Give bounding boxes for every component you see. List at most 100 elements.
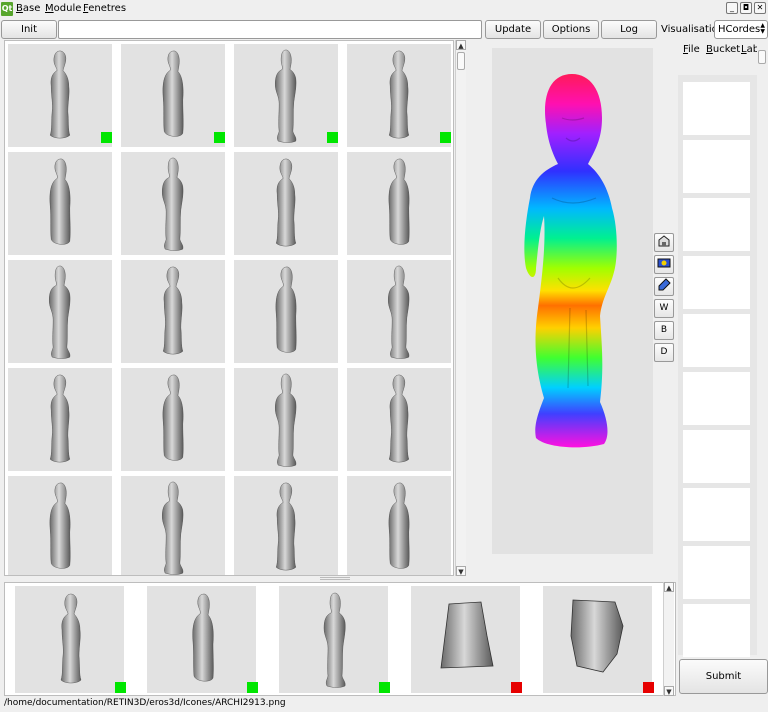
heatmap-statue-render (524, 74, 617, 448)
menu-base[interactable]: Base (16, 3, 41, 14)
thumbnail-cell[interactable] (234, 44, 338, 147)
brush-icon[interactable] (654, 277, 674, 296)
d-button[interactable]: D (654, 343, 674, 362)
statue-shape (162, 481, 184, 575)
statue-shape (162, 157, 184, 251)
statue-thumbnail (192, 593, 214, 682)
scroll-down-icon[interactable]: ▼ (456, 566, 466, 576)
log-button[interactable]: Log (601, 20, 657, 39)
splitter-handle[interactable] (320, 577, 350, 580)
w-button[interactable]: W (654, 299, 674, 318)
scroll-up-icon[interactable]: ▲ (456, 40, 466, 50)
label-slot[interactable] (683, 256, 750, 309)
statue-thumbnail (275, 266, 297, 353)
thumbnail-cell[interactable] (347, 476, 451, 575)
thumbnail-cell[interactable] (8, 476, 112, 575)
spin-arrows-icon: ▲ ▼ (760, 22, 765, 35)
visualisation-value: HCordes (718, 24, 761, 35)
b-button[interactable]: B (654, 321, 674, 340)
thumbnail-cell[interactable] (234, 152, 338, 255)
thumbnail-cell[interactable] (347, 260, 451, 363)
statue-thumbnail (162, 157, 184, 251)
right-scrollbar[interactable] (757, 40, 768, 656)
statue-shape (162, 374, 184, 461)
menu-file[interactable]: File (683, 44, 700, 55)
thumbnail-cell[interactable] (347, 152, 451, 255)
result-thumbnail[interactable] (543, 586, 664, 693)
path-input[interactable] (58, 20, 482, 39)
result-thumbnail[interactable] (279, 586, 400, 693)
init-button[interactable]: Init (1, 20, 57, 39)
statue-shape (275, 158, 297, 247)
thumbnail-cell[interactable] (8, 152, 112, 255)
statue-thumbnail (49, 374, 71, 463)
statue-shape (162, 266, 184, 355)
statue-thumbnail (49, 265, 71, 359)
statue-shape (388, 265, 410, 359)
cell-gap (126, 586, 136, 681)
close-button[interactable]: ✕ (754, 2, 766, 14)
statue-thumbnail (388, 50, 410, 139)
thumbnail-cell[interactable] (8, 260, 112, 363)
result-thumbnail[interactable] (15, 586, 136, 693)
thumbnail-cell[interactable] (121, 152, 225, 255)
thumbnail-cell[interactable] (234, 260, 338, 363)
menu-fenetres[interactable]: Fenetres (83, 3, 127, 14)
thumbnail-cell[interactable] (121, 44, 225, 147)
label-slot[interactable] (683, 430, 750, 483)
thumbnail-cell[interactable] (234, 476, 338, 575)
cell-gap (522, 586, 532, 681)
bottom-scrollbar[interactable]: ▲ ▼ (663, 582, 674, 696)
statue-thumbnail (388, 482, 410, 569)
status-flag (379, 682, 390, 693)
home-view-icon[interactable] (654, 233, 674, 252)
statue-shape (388, 374, 410, 463)
thumbnail-cell[interactable] (121, 476, 225, 575)
thumbnail-cell[interactable] (234, 368, 338, 471)
label-slot[interactable] (683, 546, 750, 599)
label-slot[interactable] (683, 372, 750, 425)
menu-bucket[interactable]: Bucket (706, 44, 741, 55)
thumbnail-cell[interactable] (121, 260, 225, 363)
label-slot[interactable] (683, 604, 750, 657)
cell-gap (390, 586, 400, 681)
right-scroll-handle[interactable] (758, 50, 766, 64)
thumbnail-cell[interactable] (347, 368, 451, 471)
grid-scrollbar[interactable]: ▲ ▼ (455, 40, 466, 576)
statue-thumbnail (275, 158, 297, 247)
options-button[interactable]: Options (543, 20, 599, 39)
statue-shape (323, 592, 346, 688)
screenshot-icon[interactable] (654, 255, 674, 274)
restore-button[interactable]: ◘ (740, 2, 752, 14)
statue-shape (388, 158, 410, 245)
bottom-scroll-up-icon[interactable]: ▲ (664, 582, 674, 592)
thumbnail-cell[interactable] (347, 44, 451, 147)
label-slot[interactable] (683, 82, 750, 135)
status-flag (101, 132, 112, 143)
result-thumbnail[interactable] (147, 586, 268, 693)
scroll-handle[interactable] (457, 52, 465, 70)
label-slot[interactable] (683, 198, 750, 251)
thumbnail-cell[interactable] (8, 368, 112, 471)
statue-shape (49, 482, 71, 569)
cell-gap (258, 586, 268, 681)
menu-module[interactable]: Module (45, 3, 82, 14)
minimize-button[interactable]: _ (726, 2, 738, 14)
label-slot[interactable] (683, 140, 750, 193)
statue-thumbnail (275, 373, 297, 467)
3d-viewer[interactable] (492, 48, 653, 554)
statue-shape (192, 593, 214, 682)
statue-thumbnail (49, 482, 71, 569)
statue-shape (275, 482, 297, 571)
bottom-scroll-down-icon[interactable]: ▼ (664, 686, 674, 696)
thumbnail-cell[interactable] (121, 368, 225, 471)
result-thumbnail[interactable] (411, 586, 532, 693)
statue-shape (162, 50, 184, 137)
statue-thumbnail (60, 593, 82, 684)
label-slot[interactable] (683, 488, 750, 541)
thumbnail-cell[interactable] (8, 44, 112, 147)
label-slot[interactable] (683, 314, 750, 367)
submit-button[interactable]: Submit (679, 659, 768, 694)
visualisation-select[interactable]: HCordes ▲ ▼ (714, 20, 768, 39)
update-button[interactable]: Update (485, 20, 541, 39)
